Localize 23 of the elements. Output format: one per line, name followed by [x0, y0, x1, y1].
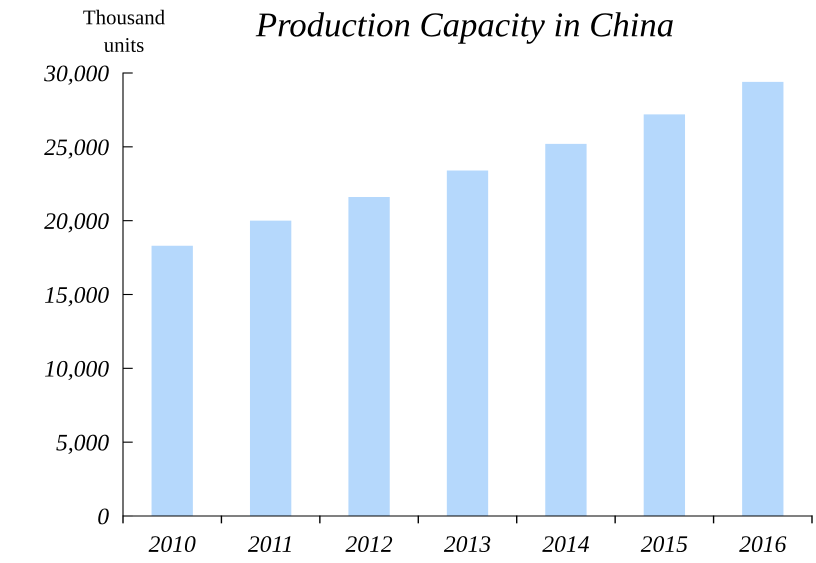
bar [545, 144, 587, 516]
x-tick-label: 2013 [444, 536, 490, 552]
y-tick-label: 5,000 [56, 434, 109, 454]
x-tick-label: 2011 [248, 536, 291, 552]
bar [644, 114, 686, 516]
bar [742, 82, 784, 516]
x-tick-label: 2010 [148, 536, 196, 552]
chart-title: Production Capacity in China [256, 12, 673, 44]
y-tick-label: 10,000 [45, 360, 109, 380]
bar [446, 170, 488, 516]
x-tick-label: 2012 [345, 536, 392, 552]
bar [348, 197, 390, 516]
x-tick-label: 2015 [640, 536, 688, 552]
y-tick-label: 25,000 [44, 139, 109, 159]
y-tick-label: 0 [98, 508, 109, 524]
bar [250, 220, 292, 516]
x-tick-label: 2016 [739, 536, 786, 552]
y-axis-title: Thousand units [83, 10, 165, 52]
x-tick-label: 2014 [542, 536, 590, 552]
bar [152, 246, 193, 516]
y-tick-label: 30,000 [44, 65, 109, 85]
y-tick-label: 15,000 [45, 286, 109, 306]
y-tick-label: 20,000 [44, 213, 109, 232]
